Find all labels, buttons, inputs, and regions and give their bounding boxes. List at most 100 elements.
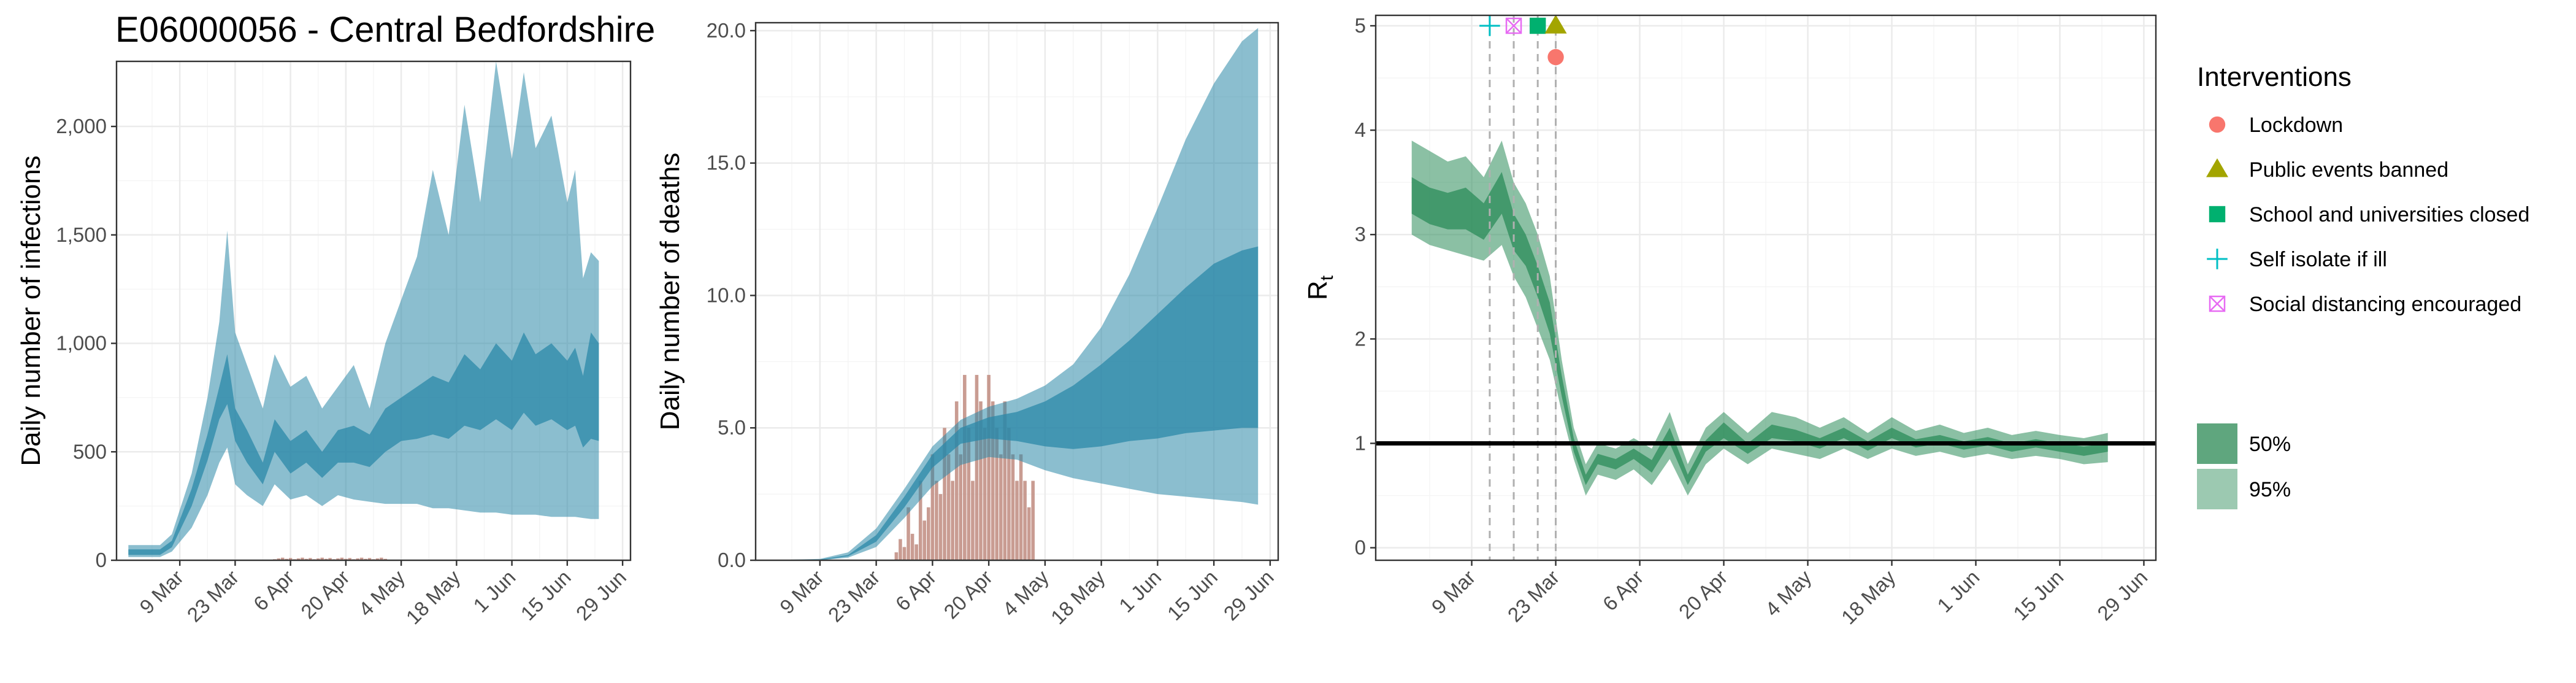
- intervention-marker: [1547, 48, 1564, 66]
- y-tick-label: 2,000: [56, 115, 107, 137]
- legend-item-label: Self isolate if ill: [2249, 248, 2387, 271]
- y-tick-label: 0: [96, 549, 107, 571]
- observed-bar: [914, 544, 918, 560]
- y-tick-label: 2: [1355, 327, 1366, 350]
- observed-bar: [380, 557, 383, 560]
- deaths-panel-frame: [754, 21, 1279, 561]
- deaths-observed-bars: [894, 374, 1035, 560]
- observed-bar: [999, 454, 1003, 560]
- observed-bar: [995, 428, 999, 560]
- intervention-marker: [1479, 15, 1500, 36]
- intervention-marker: [1505, 17, 1522, 34]
- observed-bar: [971, 480, 975, 560]
- y-tick-label: 0: [1355, 536, 1366, 559]
- legend-marker: [2209, 206, 2226, 223]
- observed-bar: [907, 507, 910, 560]
- observed-bar: [348, 558, 352, 560]
- y-tick-label: 500: [73, 440, 107, 463]
- observed-bar: [930, 454, 935, 560]
- observed-bar: [983, 428, 987, 560]
- legend-item-label: School and universities closed: [2249, 203, 2529, 226]
- legend-marker: [2209, 295, 2226, 312]
- observed-bar: [316, 558, 320, 560]
- deaths-y-axis-title: Daily number of deaths: [655, 153, 685, 430]
- observed-bar: [967, 428, 971, 560]
- y-tick-label: 10.0: [707, 284, 746, 306]
- observed-bar: [927, 507, 930, 560]
- observed-bar: [910, 533, 914, 560]
- intervention-marker: [1544, 15, 1567, 34]
- legend-title: Interventions: [2197, 62, 2352, 92]
- rt-band-50: [1411, 172, 2108, 485]
- observed-bar: [1007, 428, 1011, 560]
- observed-bar: [899, 539, 902, 560]
- intervention-markers: [1479, 15, 1567, 560]
- observed-bar: [987, 374, 991, 560]
- observed-bar: [356, 558, 359, 560]
- observed-bar: [340, 557, 344, 560]
- observed-bar: [963, 374, 967, 560]
- observed-bar: [959, 454, 963, 560]
- observed-bar: [277, 558, 281, 560]
- observed-bar: [951, 480, 954, 560]
- legend-item-label: Social distancing encouraged: [2249, 293, 2521, 316]
- observed-bar: [922, 520, 927, 560]
- chart-title: E06000056 - Central Bedfordshire: [115, 10, 655, 50]
- observed-bar: [359, 557, 364, 560]
- infections-band-50: [128, 332, 599, 555]
- y-tick-label: 3: [1355, 223, 1366, 245]
- observed-bar: [991, 401, 995, 560]
- y-tick-label: 20.0: [707, 19, 746, 42]
- observed-bar: [309, 558, 312, 560]
- legend-marker: [2206, 158, 2228, 177]
- observed-bar: [902, 547, 907, 560]
- observed-bar: [935, 480, 938, 560]
- observed-bar: [894, 552, 899, 560]
- y-tick-label: 4: [1355, 118, 1366, 141]
- intervention-marker: [1529, 17, 1546, 34]
- legend: Interventions Lockdown Public events banne…: [2197, 62, 2529, 509]
- rt-panel-frame: [1374, 14, 2157, 561]
- legend-band-label: 95%: [2249, 478, 2291, 501]
- observed-bar: [280, 557, 285, 560]
- y-tick-label: 5.0: [718, 416, 746, 439]
- y-tick-label: 15.0: [707, 152, 746, 174]
- observed-bar: [328, 558, 332, 560]
- observed-bar: [979, 401, 983, 560]
- observed-bar: [1015, 480, 1019, 560]
- observed-bar: [301, 557, 304, 560]
- observed-bar: [946, 454, 951, 560]
- observed-bar: [367, 558, 372, 560]
- legend-band-swatch: [2197, 423, 2237, 464]
- observed-bar: [320, 557, 324, 560]
- observed-bar: [1027, 507, 1031, 560]
- y-tick-label: 1,000: [56, 332, 107, 355]
- observed-bar: [336, 558, 340, 560]
- y-tick-label: 1: [1355, 431, 1366, 454]
- y-tick-label: 0.0: [718, 549, 746, 571]
- legend-item-label: Lockdown: [2249, 114, 2343, 137]
- legend-band-swatch: [2197, 469, 2237, 509]
- observed-bar: [918, 480, 922, 560]
- legend-item-label: Public events banned: [2249, 158, 2448, 182]
- observed-bar: [975, 374, 979, 560]
- observed-bar: [1019, 454, 1023, 560]
- observed-bar: [938, 494, 943, 560]
- observed-bar: [1003, 401, 1007, 560]
- y-tick-label: 5: [1355, 14, 1366, 37]
- legend-marker: [2207, 249, 2228, 269]
- infections-y-axis-title: Daily number of infections: [16, 155, 46, 466]
- deaths-band-50: [767, 246, 1259, 560]
- observed-bar: [296, 558, 301, 560]
- observed-bar: [1011, 454, 1015, 560]
- observed-bar: [375, 558, 380, 560]
- observed-bar: [288, 558, 293, 560]
- y-tick-label: 1,500: [56, 223, 107, 246]
- infections-panel-frame: [115, 60, 632, 561]
- observed-bar: [1023, 480, 1027, 560]
- observed-bar: [1031, 480, 1035, 560]
- legend-band-label: 50%: [2249, 433, 2291, 456]
- observed-bar: [943, 428, 946, 560]
